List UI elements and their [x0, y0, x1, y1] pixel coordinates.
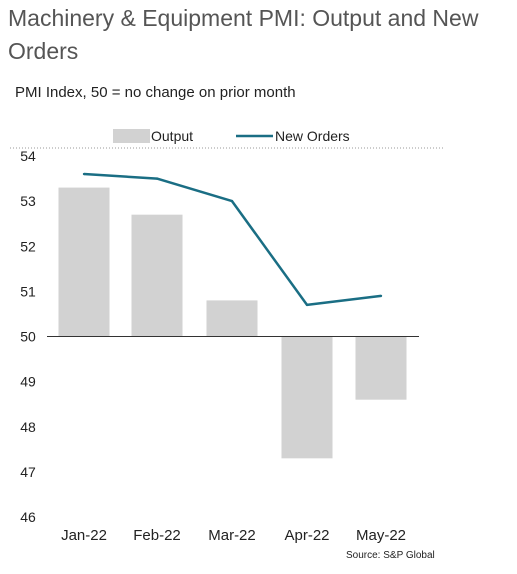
new-orders-point — [155, 177, 159, 180]
chart-title: Machinery & Equipment PMI: Output and Ne… — [8, 5, 479, 64]
legend-output-label: Output — [151, 128, 193, 144]
new-orders-line — [83, 172, 382, 307]
y-tick-label: 51 — [20, 283, 36, 299]
y-tick-label: 53 — [20, 193, 36, 209]
source-note: Source: S&P Global — [346, 550, 435, 561]
y-tick-label: 50 — [20, 329, 36, 345]
x-axis: Jan-22 Feb-22 Mar-22 Apr-22 May-22 — [61, 527, 406, 544]
new-orders-point — [305, 303, 309, 307]
new-orders-point — [379, 294, 383, 298]
output-bar — [206, 300, 258, 337]
output-bar — [355, 336, 407, 400]
legend: Output New Orders — [113, 128, 350, 144]
y-tick-label: 47 — [20, 464, 36, 480]
x-tick-label: Mar-22 — [208, 527, 256, 544]
new-orders-point — [82, 172, 86, 176]
x-tick-label: Feb-22 — [133, 527, 181, 544]
new-orders-point — [230, 199, 234, 203]
output-bar — [281, 336, 333, 459]
y-tick-label: 54 — [20, 148, 36, 164]
output-bar — [58, 187, 110, 337]
legend-new-orders-label: New Orders — [275, 128, 350, 144]
y-tick-label: 52 — [20, 238, 36, 254]
x-tick-label: Jan-22 — [61, 527, 107, 544]
output-bars — [58, 187, 407, 459]
y-tick-label: 46 — [20, 509, 36, 525]
output-bar — [131, 214, 183, 337]
legend-output-swatch — [113, 129, 150, 143]
new-orders-series — [82, 172, 383, 307]
x-tick-label: Apr-22 — [284, 527, 329, 544]
x-tick-label: May-22 — [356, 527, 406, 544]
chart-subtitle: PMI Index, 50 = no change on prior month — [15, 84, 296, 101]
y-tick-label: 48 — [20, 419, 36, 435]
y-tick-label: 49 — [20, 374, 36, 390]
y-axis: 54 53 52 51 50 49 48 47 46 — [20, 148, 36, 525]
